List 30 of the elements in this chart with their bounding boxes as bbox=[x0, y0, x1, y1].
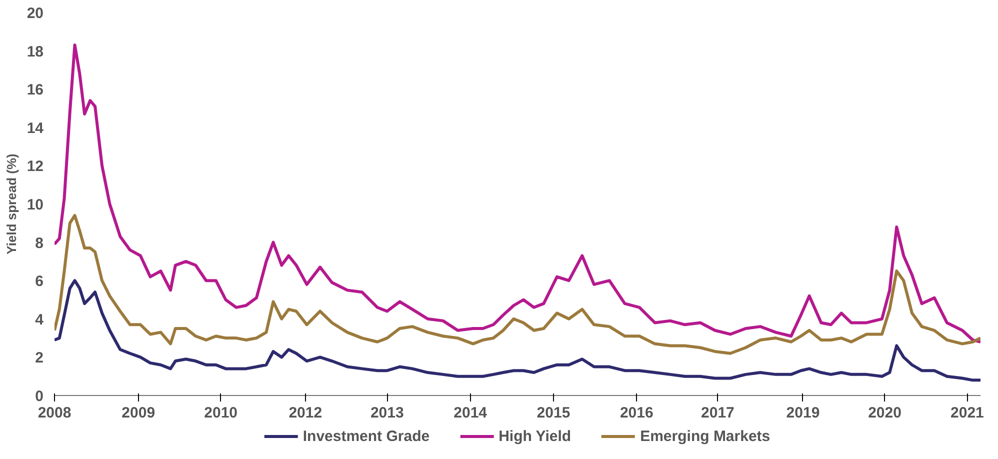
y-tick-label: 18 bbox=[26, 43, 44, 60]
legend-label: Investment Grade bbox=[302, 428, 430, 444]
x-tick-label: 2010 bbox=[204, 404, 238, 422]
x-tick-label: 2014 bbox=[454, 404, 488, 422]
x-tick-label: 2017 bbox=[701, 404, 734, 422]
x-tick-label: 2015 bbox=[536, 404, 570, 422]
y-tick-label: 20 bbox=[26, 5, 44, 22]
legend-label: Emerging Markets bbox=[640, 428, 770, 444]
line-series bbox=[54, 279, 980, 382]
y-axis-title: Yield spread (%) bbox=[4, 154, 19, 254]
x-tick-label: 2021 bbox=[950, 404, 984, 422]
y-tick-label: 16 bbox=[26, 82, 44, 99]
x-tick-label: 2008 bbox=[38, 404, 72, 422]
y-tick-label: 4 bbox=[35, 311, 44, 328]
y-tick-label: 10 bbox=[26, 196, 44, 214]
y-tick-label: 8 bbox=[35, 234, 44, 252]
y-tick-label: 6 bbox=[35, 273, 44, 290]
legend-label: High Yield bbox=[498, 428, 572, 444]
y-tick-label: 14 bbox=[26, 120, 44, 137]
y-tick-label: 2 bbox=[35, 350, 44, 367]
y-tick-label: 0 bbox=[35, 388, 44, 405]
x-tick-label: 2016 bbox=[620, 404, 654, 422]
line-series bbox=[54, 44, 980, 344]
x-tick-label: 2012 bbox=[288, 404, 322, 422]
x-tick-label: 2019 bbox=[786, 404, 820, 422]
y-tick-label: 12 bbox=[26, 158, 44, 176]
line-series bbox=[54, 214, 980, 355]
x-tick-label: 2020 bbox=[868, 404, 902, 422]
x-tick-label: 2009 bbox=[122, 404, 156, 422]
x-tick-label: 2013 bbox=[370, 404, 404, 422]
